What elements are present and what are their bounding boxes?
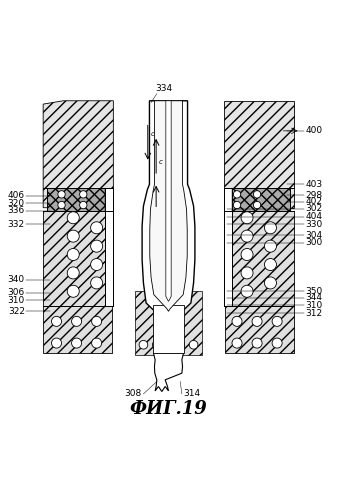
Text: c: c: [150, 131, 154, 137]
Text: 336: 336: [7, 206, 25, 215]
Text: 298: 298: [306, 191, 323, 200]
Circle shape: [80, 202, 87, 209]
Circle shape: [233, 191, 241, 198]
Circle shape: [91, 258, 103, 270]
Circle shape: [253, 191, 261, 198]
Text: 300: 300: [306, 239, 323, 248]
Circle shape: [272, 338, 282, 348]
Polygon shape: [43, 306, 112, 353]
Text: 350: 350: [306, 287, 323, 296]
Circle shape: [71, 316, 82, 326]
Text: 344: 344: [306, 293, 323, 302]
Text: 310: 310: [7, 296, 25, 305]
Circle shape: [265, 222, 276, 234]
Polygon shape: [166, 101, 171, 301]
Polygon shape: [153, 305, 184, 353]
Polygon shape: [150, 101, 187, 311]
Polygon shape: [175, 291, 202, 355]
Polygon shape: [153, 353, 184, 392]
Polygon shape: [105, 188, 113, 306]
Circle shape: [189, 340, 198, 349]
Circle shape: [241, 285, 253, 297]
Polygon shape: [225, 306, 294, 353]
Text: 302: 302: [306, 204, 323, 213]
Text: 406: 406: [8, 191, 25, 200]
Circle shape: [152, 340, 161, 349]
Text: 340: 340: [8, 275, 25, 284]
Circle shape: [252, 338, 262, 348]
Polygon shape: [224, 101, 294, 208]
Text: 304: 304: [306, 231, 323, 240]
Circle shape: [272, 316, 282, 326]
Text: 306: 306: [7, 288, 25, 297]
Text: 400: 400: [306, 126, 323, 135]
Circle shape: [241, 249, 253, 260]
Circle shape: [265, 258, 276, 270]
Polygon shape: [224, 188, 290, 211]
Circle shape: [139, 340, 148, 349]
Circle shape: [58, 191, 65, 198]
Circle shape: [92, 316, 102, 326]
Circle shape: [91, 277, 103, 289]
Text: 322: 322: [8, 307, 25, 316]
Circle shape: [241, 230, 253, 242]
Text: c: c: [159, 159, 163, 165]
Polygon shape: [47, 188, 113, 211]
Text: 312: 312: [306, 308, 323, 317]
Polygon shape: [224, 211, 294, 306]
Circle shape: [52, 338, 62, 348]
Circle shape: [58, 202, 65, 209]
Circle shape: [253, 202, 261, 209]
Circle shape: [176, 340, 185, 349]
Circle shape: [91, 222, 103, 234]
Polygon shape: [43, 211, 113, 306]
Circle shape: [67, 212, 79, 224]
Text: 308: 308: [124, 389, 142, 398]
Circle shape: [67, 249, 79, 260]
Circle shape: [252, 316, 262, 326]
Polygon shape: [43, 101, 113, 208]
Text: ФИГ.19: ФИГ.19: [130, 400, 207, 418]
Text: 310: 310: [306, 301, 323, 310]
Text: 330: 330: [306, 220, 323, 229]
Circle shape: [265, 240, 276, 252]
Circle shape: [232, 316, 242, 326]
Circle shape: [265, 277, 276, 289]
Polygon shape: [142, 101, 195, 326]
Polygon shape: [224, 188, 232, 306]
Circle shape: [232, 338, 242, 348]
Circle shape: [67, 267, 79, 279]
Circle shape: [67, 230, 79, 242]
Text: 332: 332: [8, 220, 25, 229]
Text: 402: 402: [306, 197, 323, 206]
Circle shape: [91, 240, 103, 252]
Text: 314: 314: [184, 389, 201, 398]
Circle shape: [52, 316, 62, 326]
Circle shape: [71, 338, 82, 348]
Circle shape: [67, 285, 79, 297]
Circle shape: [80, 191, 87, 198]
Text: 404: 404: [306, 212, 323, 221]
Text: 320: 320: [8, 199, 25, 208]
Circle shape: [241, 267, 253, 279]
Text: 334: 334: [155, 84, 172, 93]
Circle shape: [241, 212, 253, 224]
Text: 403: 403: [306, 180, 323, 189]
Circle shape: [233, 202, 241, 209]
Circle shape: [92, 338, 102, 348]
Polygon shape: [135, 291, 162, 355]
